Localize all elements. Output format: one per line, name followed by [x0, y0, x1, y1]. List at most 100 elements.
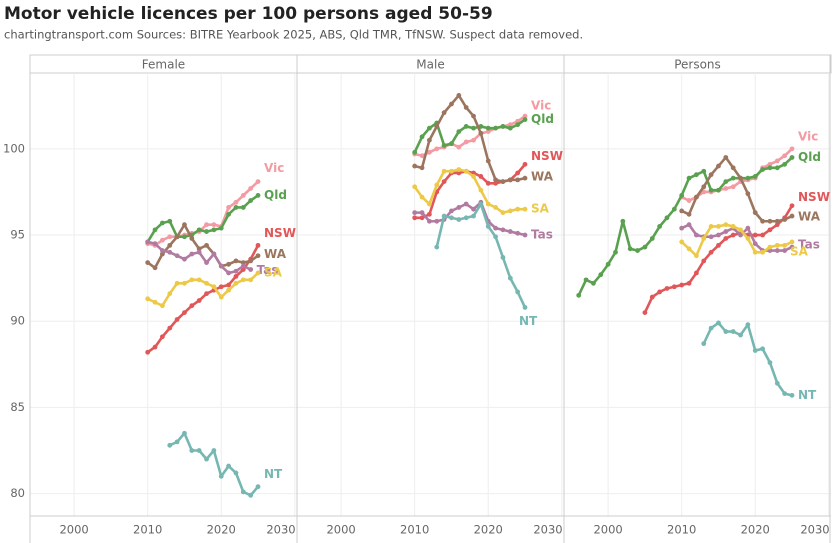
data-point	[167, 242, 173, 248]
data-point	[449, 215, 454, 221]
x-tick-label: 2030	[800, 523, 829, 537]
data-point	[456, 129, 462, 135]
data-point	[760, 346, 765, 352]
data-point	[419, 210, 425, 216]
series-line	[146, 194, 259, 243]
data-point	[189, 251, 195, 257]
data-point	[701, 236, 707, 241]
data-point	[789, 146, 795, 152]
data-point	[642, 310, 648, 315]
series-label: NT	[519, 314, 538, 328]
data-point	[664, 215, 670, 221]
data-point	[159, 334, 165, 340]
data-point	[255, 484, 261, 490]
x-tick-label: 2020	[207, 523, 236, 537]
data-point	[426, 125, 432, 131]
data-point	[226, 463, 231, 469]
data-point	[782, 161, 788, 167]
data-point	[426, 211, 432, 217]
data-point	[716, 320, 721, 326]
data-point	[248, 198, 254, 203]
data-point	[167, 442, 173, 448]
data-point	[679, 225, 685, 231]
data-point	[507, 275, 513, 281]
data-point	[649, 236, 655, 241]
data-point	[434, 182, 440, 188]
data-point	[485, 158, 491, 164]
data-point	[152, 241, 158, 247]
data-point	[434, 124, 440, 129]
data-point	[522, 305, 528, 310]
data-point	[441, 110, 447, 116]
series-label: NSW	[264, 226, 296, 240]
data-point	[449, 168, 454, 174]
data-point	[159, 220, 165, 226]
data-point	[248, 186, 254, 191]
data-point	[485, 224, 491, 229]
data-point	[760, 167, 765, 172]
data-point	[671, 206, 677, 212]
data-point	[211, 251, 217, 257]
data-point	[620, 218, 626, 224]
data-point	[456, 170, 462, 176]
data-point	[760, 232, 765, 238]
data-point	[701, 184, 707, 190]
data-point	[441, 142, 447, 148]
data-point	[441, 168, 447, 174]
data-point	[522, 113, 528, 119]
data-point	[767, 244, 773, 250]
data-point	[789, 244, 795, 250]
series-line	[169, 431, 260, 497]
data-point	[240, 263, 246, 269]
x-tick-label: 2030	[266, 523, 295, 537]
data-point	[745, 225, 751, 231]
series-line	[414, 200, 526, 237]
data-point	[716, 242, 721, 248]
data-point	[767, 165, 773, 171]
series-label: NT	[264, 467, 283, 481]
data-point	[211, 227, 217, 233]
data-point	[723, 155, 729, 160]
data-point	[686, 198, 692, 203]
data-point	[145, 239, 151, 245]
data-point	[189, 303, 195, 309]
data-point	[507, 122, 513, 128]
data-point	[515, 206, 521, 212]
data-point	[233, 280, 239, 286]
data-point	[708, 224, 714, 229]
data-point	[507, 177, 513, 183]
data-point	[738, 227, 743, 233]
y-tick-label: 85	[10, 400, 25, 414]
data-point	[248, 258, 254, 264]
data-point	[745, 191, 751, 197]
series-label: WA	[264, 247, 287, 261]
series-line	[681, 156, 793, 223]
data-point	[642, 244, 648, 250]
data-point	[627, 246, 633, 252]
data-point	[679, 192, 685, 198]
data-point	[204, 242, 209, 248]
data-point	[693, 194, 699, 200]
data-point	[515, 177, 521, 183]
data-point	[471, 206, 476, 212]
data-point	[218, 473, 224, 479]
data-point	[189, 277, 195, 283]
data-point	[708, 172, 714, 178]
data-point	[226, 261, 231, 267]
data-point	[463, 105, 469, 110]
data-point	[167, 291, 173, 297]
data-point	[515, 289, 521, 295]
data-point	[189, 448, 195, 453]
data-point	[767, 161, 773, 167]
data-point	[782, 217, 788, 222]
series-line	[147, 180, 259, 247]
data-point	[789, 392, 795, 398]
data-point	[441, 179, 447, 184]
series-label: NSW	[798, 190, 830, 204]
data-point	[789, 203, 795, 209]
y-tick-label: 100	[3, 141, 25, 155]
data-point	[182, 310, 187, 315]
data-point	[463, 168, 469, 174]
data-point	[449, 101, 454, 107]
data-point	[196, 246, 202, 252]
